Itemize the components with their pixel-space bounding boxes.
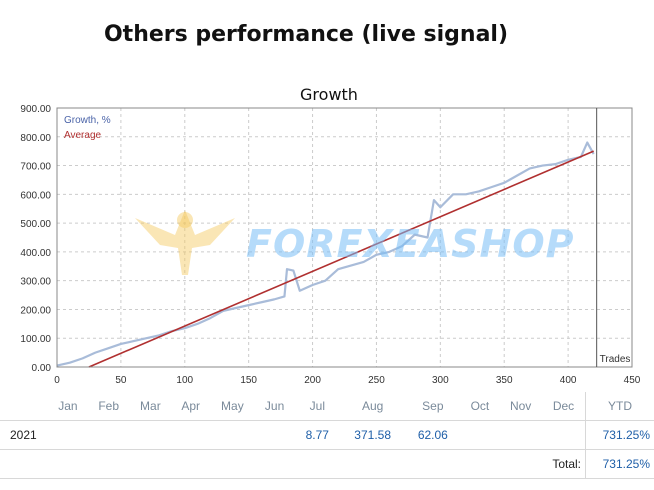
y-tick-label: 0.00: [32, 363, 52, 374]
y-tick-label: 800.00: [20, 133, 51, 144]
month-value: [499, 420, 542, 450]
month-value: [460, 420, 500, 450]
growth-series-line: [56, 141, 595, 367]
month-header: Dec: [541, 392, 586, 421]
y-tick-label: 200.00: [20, 305, 51, 316]
x-tick-label: 200: [304, 375, 321, 386]
month-header: Oct: [460, 392, 500, 421]
year-row: 2021 8.77 371.58 62.06 731.25%: [0, 420, 654, 450]
x-tick-label: 450: [624, 375, 641, 386]
legend-growth: Growth, %: [64, 115, 111, 126]
trades-label: Trades: [600, 354, 631, 365]
month-value: [129, 420, 172, 450]
total-row: Total: 731.25%: [0, 449, 654, 479]
month-header: Jan: [48, 392, 88, 421]
x-tick-label: 300: [432, 375, 449, 386]
month-value: 371.58: [340, 420, 406, 450]
y-tick-label: 100.00: [20, 334, 51, 345]
total-value: 731.25%: [585, 449, 654, 479]
x-tick-label: 250: [368, 375, 385, 386]
y-tick-label: 600.00: [20, 190, 51, 201]
month-value: [254, 420, 295, 450]
x-tick-label: 400: [560, 375, 577, 386]
legend-average: Average: [64, 130, 102, 141]
header-spacer: [0, 392, 48, 421]
month-header: Nov: [499, 392, 542, 421]
average-series-line: [88, 150, 594, 368]
month-header: Jun: [254, 392, 295, 421]
month-header: Aug: [340, 392, 406, 421]
month-header: Mar: [129, 392, 172, 421]
month-value: [171, 420, 211, 450]
months-header-row: Jan Feb Mar Apr May Jun Jul Aug Sep Oct …: [0, 392, 654, 421]
ytd-header: YTD: [585, 392, 654, 421]
x-tick-label: 50: [115, 375, 127, 386]
month-header: Jul: [294, 392, 341, 421]
page-title: Others performance (live signal): [103, 22, 509, 47]
y-tick-label: 400.00: [20, 248, 51, 259]
x-tick-label: 100: [176, 375, 193, 386]
month-value: [541, 420, 586, 450]
performance-table: Jan Feb Mar Apr May Jun Jul Aug Sep Oct …: [0, 392, 654, 479]
month-header: Feb: [87, 392, 130, 421]
month-value: [48, 420, 88, 450]
y-tick-label: 700.00: [20, 162, 51, 173]
y-tick-label: 500.00: [20, 219, 51, 230]
month-value: 8.77: [294, 420, 341, 450]
month-header: Sep: [405, 392, 461, 421]
month-header: Apr: [171, 392, 211, 421]
year-label: 2021: [0, 420, 48, 450]
month-header: May: [210, 392, 255, 421]
total-label: Total:: [0, 449, 586, 479]
y-tick-label: 300.00: [20, 277, 51, 288]
growth-chart: Growth 0.00 100.00 200.00 300.00 400.00 500.0…: [20, 85, 641, 386]
month-value: [87, 420, 130, 450]
x-tick-label: 0: [54, 375, 60, 386]
ytd-value: 731.25%: [585, 420, 654, 450]
x-tick-label: 150: [240, 375, 257, 386]
month-value: [210, 420, 255, 450]
plot-frame: [56, 107, 633, 368]
chart-title: Growth: [300, 85, 358, 104]
x-tick-label: 350: [496, 375, 513, 386]
y-tick-label: 900.00: [20, 104, 51, 115]
month-value: 62.06: [405, 420, 461, 450]
